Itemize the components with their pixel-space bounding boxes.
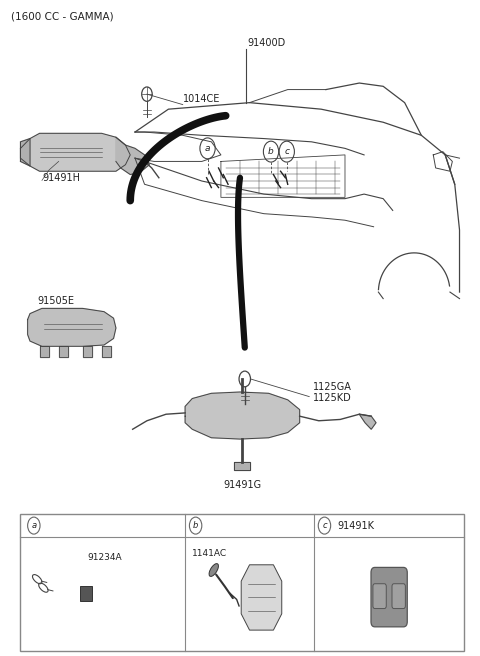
Text: b: b	[268, 147, 274, 156]
Text: 1125GA: 1125GA	[312, 382, 351, 392]
Polygon shape	[241, 565, 282, 630]
FancyBboxPatch shape	[371, 567, 407, 627]
Text: 91400D: 91400D	[247, 39, 286, 49]
Text: 91505E: 91505E	[37, 296, 74, 306]
Text: (1600 CC - GAMMA): (1600 CC - GAMMA)	[11, 11, 114, 21]
Text: a: a	[205, 144, 210, 153]
Text: a: a	[31, 521, 36, 530]
Text: 1141AC: 1141AC	[192, 549, 228, 558]
Text: 1014CE: 1014CE	[183, 94, 220, 104]
FancyBboxPatch shape	[373, 584, 386, 609]
Text: 91234A: 91234A	[87, 554, 122, 562]
FancyBboxPatch shape	[392, 584, 405, 609]
Polygon shape	[360, 414, 376, 429]
Text: b: b	[193, 521, 198, 530]
Polygon shape	[21, 138, 30, 166]
Polygon shape	[234, 462, 251, 470]
Text: 91491G: 91491G	[223, 480, 262, 489]
Polygon shape	[39, 346, 49, 358]
Polygon shape	[116, 137, 149, 174]
Polygon shape	[59, 346, 68, 358]
Text: c: c	[284, 147, 289, 156]
Text: 91491K: 91491K	[338, 521, 375, 531]
Text: c: c	[322, 521, 327, 530]
Polygon shape	[83, 346, 92, 358]
Bar	[80, 586, 92, 601]
Text: 1125KD: 1125KD	[312, 393, 351, 403]
Bar	[21, 514, 464, 651]
Text: 91491H: 91491H	[42, 173, 80, 183]
Polygon shape	[185, 392, 300, 439]
Polygon shape	[21, 133, 130, 171]
Polygon shape	[102, 346, 111, 358]
Polygon shape	[28, 308, 116, 346]
Ellipse shape	[209, 564, 218, 577]
